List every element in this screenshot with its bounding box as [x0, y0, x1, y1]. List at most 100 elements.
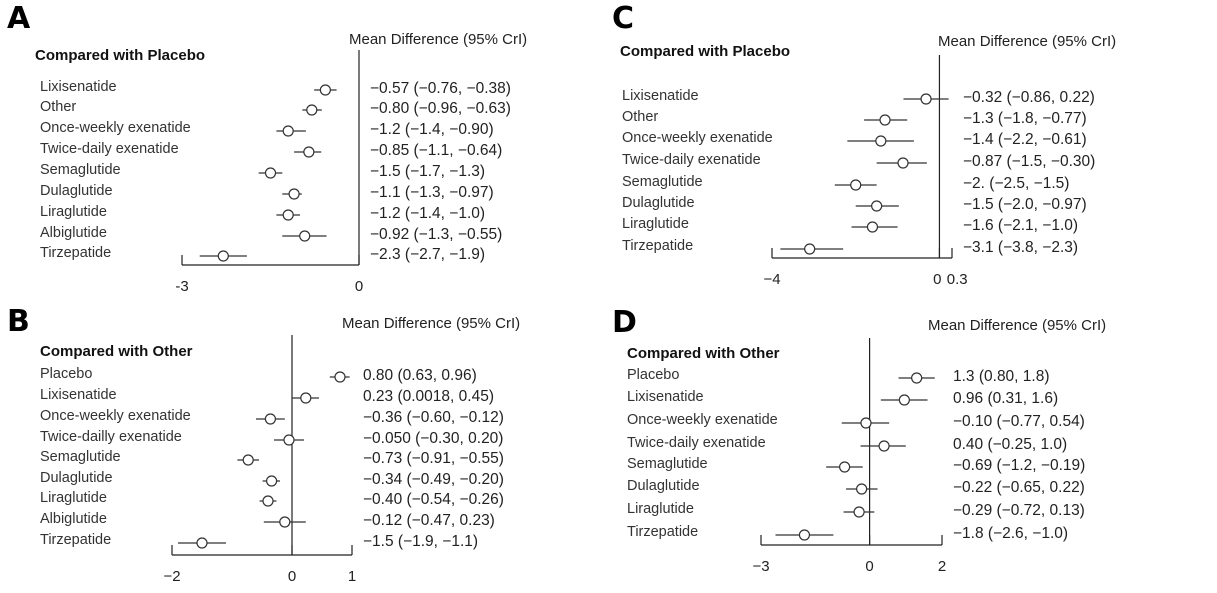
column-header: Mean Difference (95% CrI) [342, 315, 521, 332]
row-estimate-text: 0.23 (0.0018, 0.45) [363, 388, 494, 405]
point-estimate-marker [264, 413, 276, 425]
row-label: Twice-daily exenatide [627, 435, 766, 451]
column-header: Mean Difference (95% CrI) [349, 31, 528, 48]
row-label: Lixisenatide [622, 88, 699, 104]
panel-letter: C [612, 1, 635, 36]
point-estimate-marker [839, 461, 851, 473]
column-header: Mean Difference (95% CrI) [938, 33, 1117, 50]
row-estimate-text: −2.3 (−2.7, −1.9) [370, 246, 486, 263]
panel-title: Compared with Placebo [620, 43, 791, 60]
forest-panel-d [760, 338, 943, 546]
panel-letter: A [7, 1, 31, 36]
row-estimate-text: −0.92 (−1.3, −0.55) [370, 226, 503, 243]
row-estimate-text: −1.4 (−2.2, −0.61) [963, 131, 1087, 148]
x-tick-label: 0 [933, 271, 942, 288]
row-label: Albiglutide [40, 225, 107, 241]
point-estimate-marker [850, 179, 862, 191]
x-tick-label: 0 [865, 558, 874, 575]
point-estimate-marker [306, 104, 318, 116]
row-estimate-text: −0.22 (−0.65, 0.22) [953, 479, 1085, 496]
row-label: Liraglutide [40, 490, 107, 506]
panel-title: Compared with Other [627, 345, 780, 362]
row-estimate-text: 0.96 (0.31, 1.6) [953, 390, 1059, 407]
x-tick-label: −3 [752, 558, 770, 575]
row-label: Liraglutide [627, 501, 694, 517]
point-estimate-marker [798, 529, 811, 541]
row-label: Semaglutide [40, 449, 121, 465]
point-estimate-marker [898, 394, 910, 406]
row-estimate-text: −0.10 (−0.77, 0.54) [953, 413, 1085, 430]
row-label: Dulaglutide [627, 478, 700, 494]
point-estimate-marker [299, 230, 311, 242]
point-estimate-marker [282, 125, 294, 137]
row-label: Dulaglutide [40, 470, 113, 486]
point-estimate-marker [878, 440, 890, 452]
row-estimate-text: −2. (−2.5, −1.5) [963, 175, 1070, 192]
x-tick-label: 0 [354, 278, 364, 295]
row-estimate-text: −1.2 (−1.4, −1.0) [370, 205, 486, 222]
row-label: Albiglutide [40, 511, 107, 527]
point-estimate-marker [334, 371, 346, 383]
point-estimate-marker [879, 114, 891, 126]
row-estimate-text: −0.32 (−0.86, 0.22) [963, 89, 1095, 106]
x-tick-label: 0.3 [946, 271, 968, 288]
panel-letter: D [612, 305, 637, 340]
row-label: Twice-dailly exenatide [40, 429, 182, 445]
row-label: Other [40, 99, 77, 115]
point-estimate-marker [920, 93, 932, 105]
column-header: Mean Difference (95% CrI) [928, 317, 1107, 334]
row-estimate-text: −1.2 (−1.4, −0.90) [370, 121, 494, 138]
row-label: Dulaglutide [622, 195, 695, 211]
x-tick-label: 2 [937, 558, 947, 575]
point-estimate-marker [242, 454, 254, 466]
row-estimate-text: −0.050 (−0.30, 0.20) [363, 430, 504, 447]
row-estimate-text: −0.57 (−0.76, −0.38) [370, 80, 511, 97]
point-estimate-marker [217, 250, 229, 262]
panel-title: Compared with Other [40, 343, 193, 360]
row-estimate-text: −0.85 (−1.1, −0.64) [370, 142, 503, 159]
row-estimate-text: −0.40 (−0.54, −0.26) [363, 491, 504, 508]
row-label: Dulaglutide [40, 183, 113, 199]
point-estimate-marker [303, 146, 315, 158]
row-label: Placebo [40, 366, 93, 382]
row-estimate-text: −0.12 (−0.47, 0.23) [363, 512, 495, 529]
row-estimate-text: −1.3 (−1.8, −0.77) [963, 110, 1087, 127]
forest-panel-a [181, 50, 360, 266]
row-label: Once-weekly exenatide [622, 130, 773, 146]
row-estimate-text: −1.1 (−1.3, −0.97) [370, 184, 494, 201]
point-estimate-marker [911, 372, 923, 384]
row-label: Tirzepatide [627, 524, 699, 540]
forest-panel-b [171, 335, 353, 556]
row-label: Twice-daily exenatide [40, 141, 179, 157]
point-estimate-marker [196, 537, 208, 549]
row-label: Twice-daily exenatide [622, 152, 761, 168]
point-estimate-marker [875, 135, 887, 147]
row-label: Semaglutide [622, 174, 703, 190]
row-label: Tirzepatide [40, 532, 112, 548]
row-estimate-text: 0.40 (−0.25, 1.0) [953, 436, 1068, 453]
row-estimate-text: −0.87 (−1.5, −0.30) [963, 153, 1096, 170]
row-estimate-text: 0.80 (0.63, 0.96) [363, 367, 477, 384]
row-label: Lixisenatide [40, 387, 117, 403]
point-estimate-marker [262, 495, 274, 507]
x-tick-label: -3 [175, 278, 189, 295]
row-estimate-text: −1.5 (−1.7, −1.3) [370, 163, 486, 180]
point-estimate-marker [264, 167, 277, 179]
row-label: Once-weekly exenatide [40, 408, 191, 424]
row-label: Tirzepatide [40, 245, 112, 261]
point-estimate-marker [283, 434, 295, 446]
row-label: Once-weekly exenatide [40, 120, 191, 136]
row-estimate-text: −1.5 (−1.9, −1.1) [363, 533, 479, 550]
row-label: Lixisenatide [627, 389, 704, 405]
row-estimate-text: −0.34 (−0.49, −0.20) [363, 471, 504, 488]
point-estimate-marker [897, 157, 909, 169]
row-label: Placebo [627, 367, 680, 383]
row-estimate-text: −0.29 (−0.72, 0.13) [953, 502, 1085, 519]
x-tick-label: 0 [287, 568, 297, 585]
x-tick-label: −4 [763, 271, 781, 288]
row-estimate-text: −3.1 (−3.8, −2.3) [963, 239, 1079, 256]
row-label: Semaglutide [627, 456, 708, 472]
point-estimate-marker [319, 84, 331, 96]
point-estimate-marker [866, 221, 879, 233]
